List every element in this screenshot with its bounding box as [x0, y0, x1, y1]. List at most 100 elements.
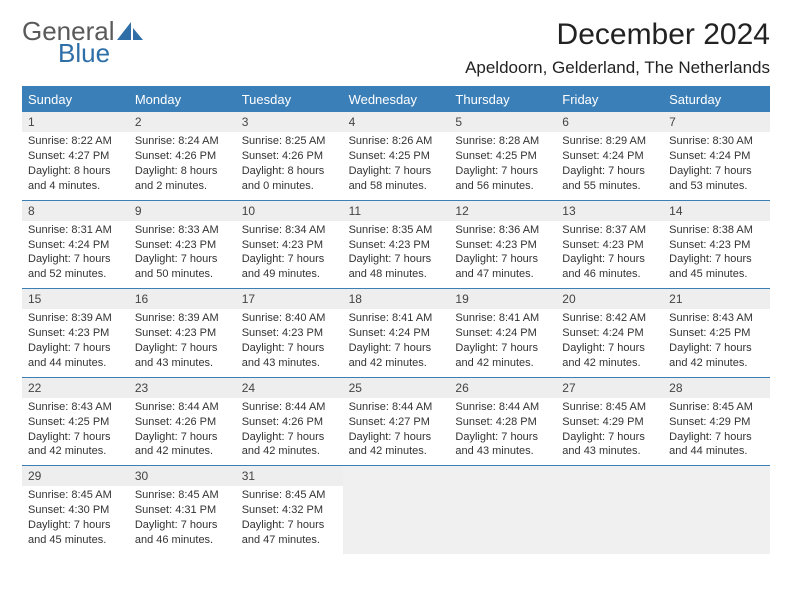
daylight-text-1: Daylight: 7 hours — [455, 164, 550, 179]
sunrise-text: Sunrise: 8:40 AM — [242, 311, 337, 326]
sunset-text: Sunset: 4:23 PM — [669, 238, 764, 253]
calendar-cell-empty — [663, 465, 770, 554]
calendar-cell: 29Sunrise: 8:45 AMSunset: 4:30 PMDayligh… — [22, 465, 129, 554]
sunset-text: Sunset: 4:23 PM — [242, 326, 337, 341]
daylight-text-1: Daylight: 7 hours — [349, 341, 444, 356]
daylight-text-1: Daylight: 7 hours — [562, 430, 657, 445]
daylight-text-1: Daylight: 7 hours — [562, 341, 657, 356]
day-number: 29 — [22, 466, 129, 486]
sunrise-text: Sunrise: 8:36 AM — [455, 223, 550, 238]
day-number: 16 — [129, 289, 236, 309]
daylight-text-1: Daylight: 7 hours — [455, 252, 550, 267]
sunrise-text: Sunrise: 8:37 AM — [562, 223, 657, 238]
daylight-text-2: and 42 minutes. — [669, 356, 764, 371]
sunrise-text: Sunrise: 8:41 AM — [349, 311, 444, 326]
day-number: 7 — [663, 112, 770, 132]
daylight-text-1: Daylight: 7 hours — [349, 252, 444, 267]
calendar-cell: 20Sunrise: 8:42 AMSunset: 4:24 PMDayligh… — [556, 288, 663, 377]
daylight-text-1: Daylight: 8 hours — [242, 164, 337, 179]
calendar-cell: 17Sunrise: 8:40 AMSunset: 4:23 PMDayligh… — [236, 288, 343, 377]
calendar-cell: 4Sunrise: 8:26 AMSunset: 4:25 PMDaylight… — [343, 111, 450, 200]
dow-header: Saturday — [663, 88, 770, 111]
daylight-text-2: and 52 minutes. — [28, 267, 123, 282]
dow-header: Wednesday — [343, 88, 450, 111]
sunrise-text: Sunrise: 8:39 AM — [135, 311, 230, 326]
sunrise-text: Sunrise: 8:38 AM — [669, 223, 764, 238]
sunset-text: Sunset: 4:27 PM — [28, 149, 123, 164]
sunset-text: Sunset: 4:27 PM — [349, 415, 444, 430]
sunrise-text: Sunrise: 8:25 AM — [242, 134, 337, 149]
daylight-text-1: Daylight: 7 hours — [135, 341, 230, 356]
sunrise-text: Sunrise: 8:44 AM — [242, 400, 337, 415]
daylight-text-2: and 47 minutes. — [455, 267, 550, 282]
calendar-cell-empty — [343, 465, 450, 554]
sunrise-text: Sunrise: 8:45 AM — [562, 400, 657, 415]
daylight-text-2: and 53 minutes. — [669, 179, 764, 194]
day-number: 27 — [556, 378, 663, 398]
day-number: 25 — [343, 378, 450, 398]
daylight-text-2: and 43 minutes. — [135, 356, 230, 371]
title-block: December 2024 Apeldoorn, Gelderland, The… — [465, 18, 770, 78]
sunset-text: Sunset: 4:23 PM — [135, 238, 230, 253]
daylight-text-2: and 42 minutes. — [349, 444, 444, 459]
sunrise-text: Sunrise: 8:34 AM — [242, 223, 337, 238]
daylight-text-1: Daylight: 7 hours — [562, 252, 657, 267]
calendar-cell: 10Sunrise: 8:34 AMSunset: 4:23 PMDayligh… — [236, 200, 343, 289]
calendar-cell: 15Sunrise: 8:39 AMSunset: 4:23 PMDayligh… — [22, 288, 129, 377]
dow-header: Thursday — [449, 88, 556, 111]
calendar-cell: 31Sunrise: 8:45 AMSunset: 4:32 PMDayligh… — [236, 465, 343, 554]
day-number: 21 — [663, 289, 770, 309]
daylight-text-1: Daylight: 7 hours — [28, 252, 123, 267]
sunrise-text: Sunrise: 8:24 AM — [135, 134, 230, 149]
daylight-text-2: and 55 minutes. — [562, 179, 657, 194]
daylight-text-1: Daylight: 7 hours — [669, 341, 764, 356]
calendar-cell: 21Sunrise: 8:43 AMSunset: 4:25 PMDayligh… — [663, 288, 770, 377]
day-number: 31 — [236, 466, 343, 486]
sunrise-text: Sunrise: 8:45 AM — [135, 488, 230, 503]
sunset-text: Sunset: 4:23 PM — [349, 238, 444, 253]
day-number: 5 — [449, 112, 556, 132]
logo: General Blue — [22, 18, 143, 66]
sunrise-text: Sunrise: 8:43 AM — [28, 400, 123, 415]
daylight-text-2: and 44 minutes. — [28, 356, 123, 371]
day-number: 28 — [663, 378, 770, 398]
day-number: 6 — [556, 112, 663, 132]
calendar-grid: SundayMondayTuesdayWednesdayThursdayFrid… — [22, 86, 770, 554]
calendar-cell: 18Sunrise: 8:41 AMSunset: 4:24 PMDayligh… — [343, 288, 450, 377]
sunset-text: Sunset: 4:23 PM — [242, 238, 337, 253]
sunrise-text: Sunrise: 8:45 AM — [242, 488, 337, 503]
daylight-text-2: and 42 minutes. — [135, 444, 230, 459]
daylight-text-1: Daylight: 7 hours — [242, 341, 337, 356]
daylight-text-1: Daylight: 7 hours — [242, 518, 337, 533]
calendar-cell-empty — [449, 465, 556, 554]
sunset-text: Sunset: 4:31 PM — [135, 503, 230, 518]
calendar-cell: 1Sunrise: 8:22 AMSunset: 4:27 PMDaylight… — [22, 111, 129, 200]
sunset-text: Sunset: 4:26 PM — [135, 415, 230, 430]
sunset-text: Sunset: 4:24 PM — [455, 326, 550, 341]
sunrise-text: Sunrise: 8:41 AM — [455, 311, 550, 326]
sunrise-text: Sunrise: 8:44 AM — [349, 400, 444, 415]
daylight-text-1: Daylight: 7 hours — [349, 164, 444, 179]
daylight-text-2: and 46 minutes. — [562, 267, 657, 282]
daylight-text-2: and 49 minutes. — [242, 267, 337, 282]
daylight-text-2: and 45 minutes. — [28, 533, 123, 548]
daylight-text-2: and 4 minutes. — [28, 179, 123, 194]
day-number: 23 — [129, 378, 236, 398]
calendar-cell: 14Sunrise: 8:38 AMSunset: 4:23 PMDayligh… — [663, 200, 770, 289]
calendar-cell: 28Sunrise: 8:45 AMSunset: 4:29 PMDayligh… — [663, 377, 770, 466]
sunset-text: Sunset: 4:28 PM — [455, 415, 550, 430]
day-number: 8 — [22, 201, 129, 221]
daylight-text-1: Daylight: 7 hours — [28, 518, 123, 533]
daylight-text-1: Daylight: 7 hours — [135, 252, 230, 267]
day-number: 10 — [236, 201, 343, 221]
day-number: 18 — [343, 289, 450, 309]
sunrise-text: Sunrise: 8:30 AM — [669, 134, 764, 149]
sunrise-text: Sunrise: 8:45 AM — [28, 488, 123, 503]
sunrise-text: Sunrise: 8:39 AM — [28, 311, 123, 326]
calendar-cell: 26Sunrise: 8:44 AMSunset: 4:28 PMDayligh… — [449, 377, 556, 466]
daylight-text-1: Daylight: 7 hours — [28, 341, 123, 356]
day-number: 11 — [343, 201, 450, 221]
calendar-cell: 7Sunrise: 8:30 AMSunset: 4:24 PMDaylight… — [663, 111, 770, 200]
calendar-cell: 23Sunrise: 8:44 AMSunset: 4:26 PMDayligh… — [129, 377, 236, 466]
daylight-text-2: and 44 minutes. — [669, 444, 764, 459]
